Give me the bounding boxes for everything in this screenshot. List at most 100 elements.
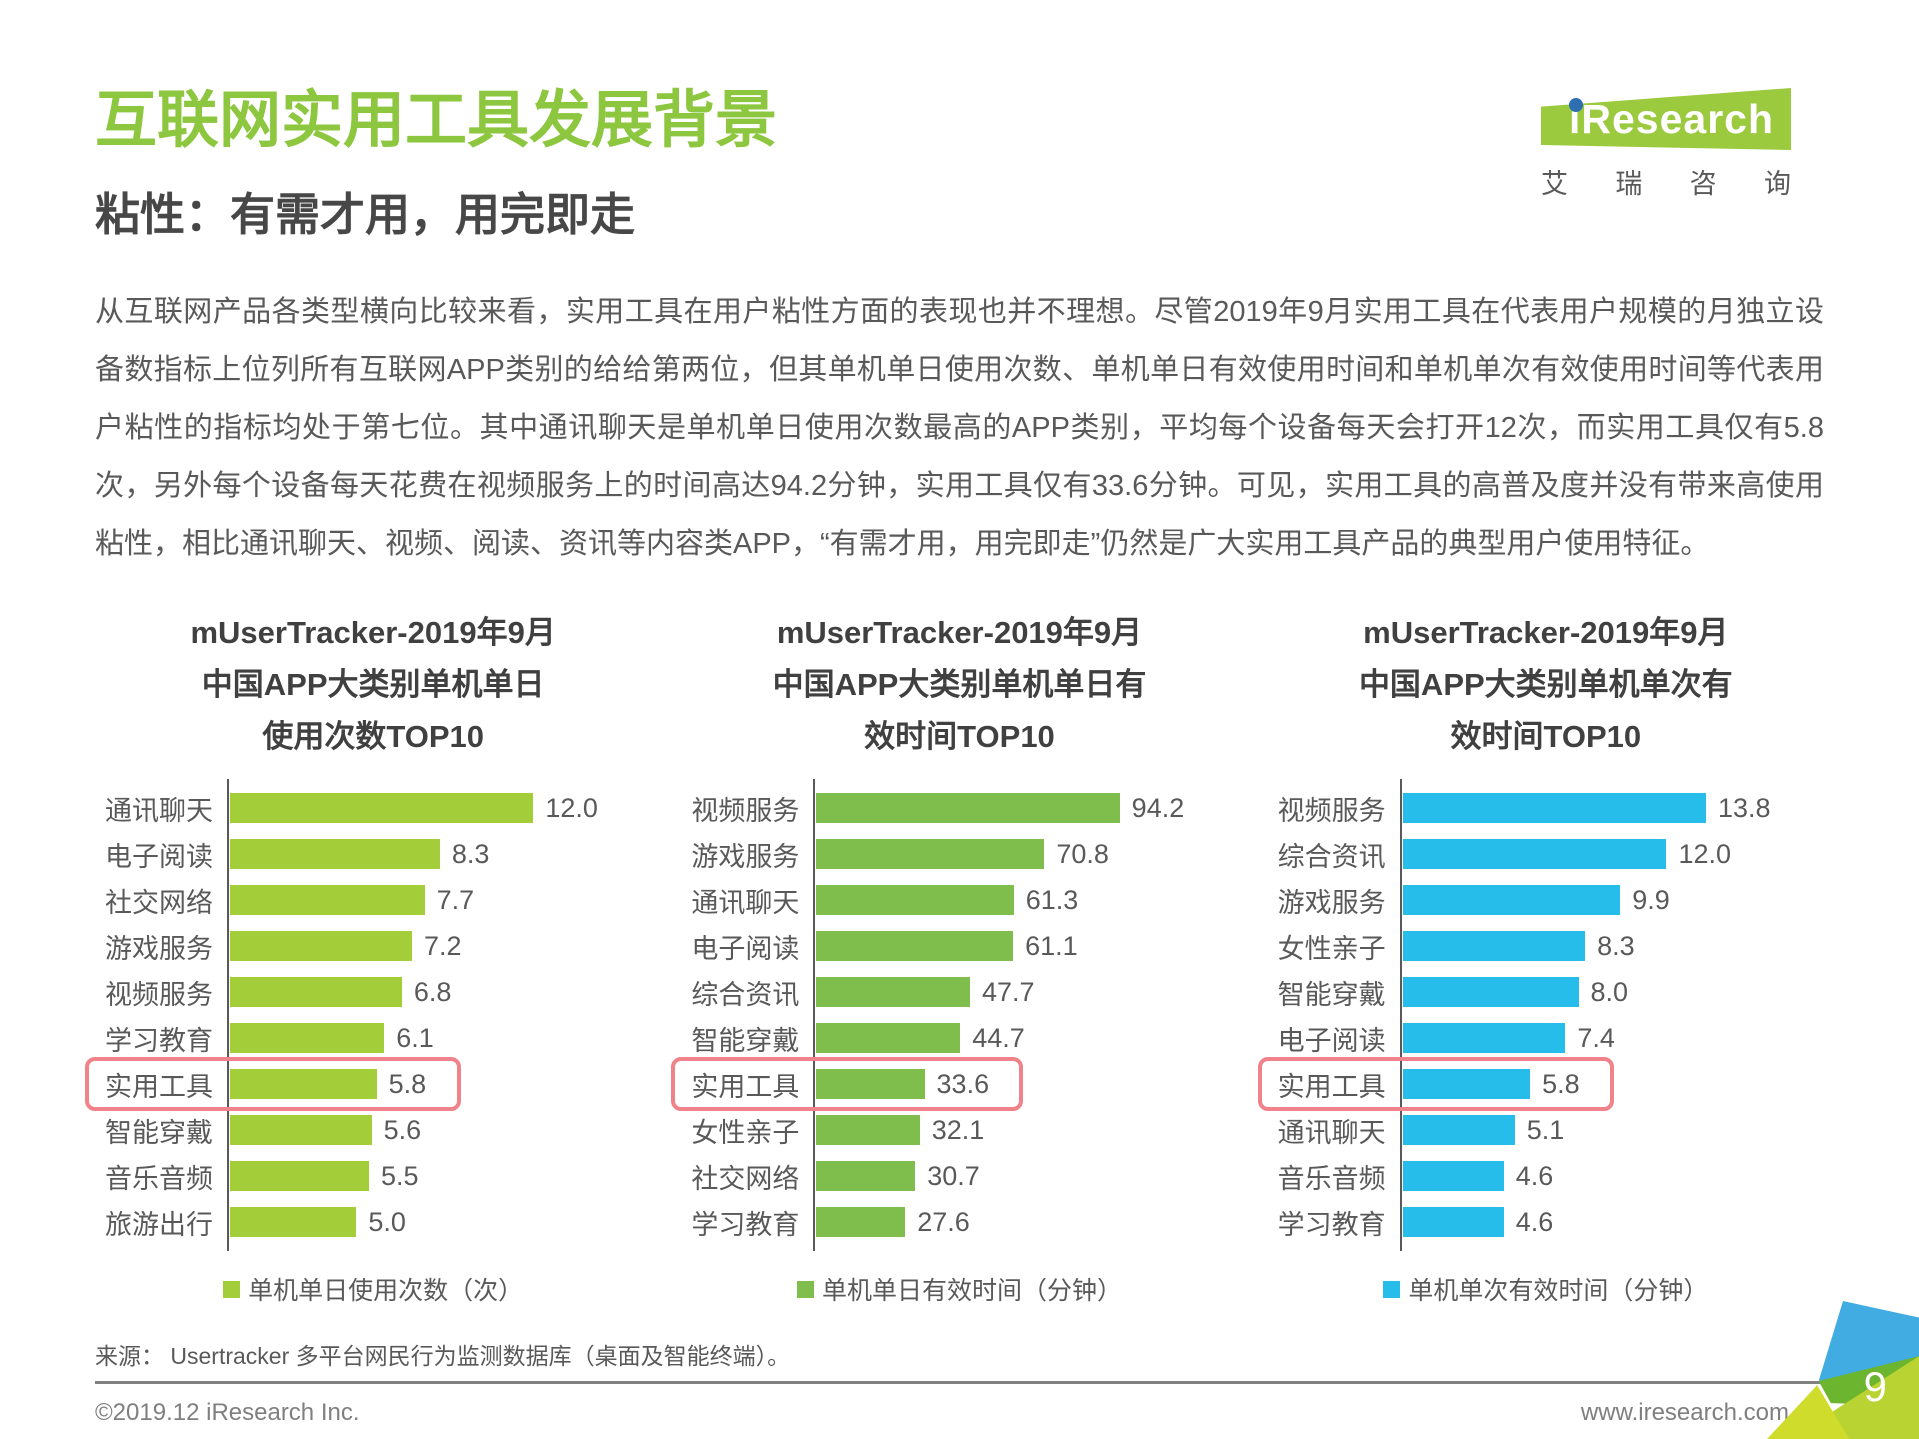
charts-row: mUserTracker-2019年9月 中国APP大类别单机单日 使用次数TOP1… [85,607,1824,1307]
bar-value: 94.2 [1131,792,1185,823]
bar [816,885,1014,916]
source-line: 来源： Usertracker 多平台网民行为监测数据库（桌面及智能终端）。 [95,1343,791,1370]
bar-row: 学习教育 6.1 [95,1015,651,1061]
bar-track: 61.3 [813,885,1237,916]
bar-category-label: 女性亲子 [691,1117,800,1148]
bar-row: 实用工具 5.8 [1257,1057,1824,1112]
bar-category-label: 学习教育 [105,1025,213,1056]
bar-value: 8.3 [1597,930,1635,961]
bar [1402,1115,1515,1146]
bar-track: 32.1 [813,1115,1237,1146]
page-subtitle: 粘性：有需才用，用完即走 [95,189,636,241]
bar-category-label: 通讯聊天 [1277,1117,1386,1148]
bar-category-label: 社交网络 [691,1163,800,1194]
bar-row: 音乐音频 4.6 [1268,1153,1824,1199]
bar-value: 12.0 [1678,838,1731,869]
bar-value: 30.7 [927,1160,980,1191]
bar-track: 12.0 [1400,839,1824,870]
bar-category-label: 实用工具 [691,1071,800,1102]
bar-row: 视频服务 94.2 [681,785,1237,831]
bar [816,793,1120,824]
bar-row: 综合资讯 47.7 [681,969,1237,1015]
bar-value: 7.7 [436,884,475,915]
bar [1402,931,1586,962]
bar-track: 70.8 [813,839,1237,870]
bar-row: 女性亲子 8.3 [1268,923,1824,969]
bar [230,839,440,870]
bar-track: 12.0 [227,793,651,824]
bar [230,1023,385,1054]
bar-track: 5.1 [1400,1115,1824,1146]
bar-row: 通讯聊天 5.1 [1268,1107,1824,1153]
body-paragraph: 从互联网产品各类型横向比较来看，实用工具在用户粘性方面的表现也并不理想。尽管20… [95,296,1824,561]
bar [230,1115,372,1146]
bar-track: 30.7 [813,1161,1237,1192]
logo-subtext: 艾 瑞 咨 询 [1541,169,1791,199]
bar-track: 8.0 [1400,977,1824,1008]
bar-category-label: 学习教育 [691,1209,800,1240]
bar-row: 女性亲子 32.1 [681,1107,1237,1153]
chart-rows: 通讯聊天 12.0 电子阅读 8.3 社交网络 7.7 游戏服务 7.2 视频服务 6.8 学习教育… [85,779,651,1252]
bar-track: 6.8 [227,977,651,1008]
chart-title-line: 中国APP大类别单机单日有 [772,667,1147,703]
bar-row: 电子阅读 8.3 [95,831,651,877]
bar-category-label: 电子阅读 [691,933,800,964]
legend-label: 单机单日使用次数（次） [248,1277,524,1306]
chart-legend: 单机单次有效时间（分钟） [1268,1271,1824,1307]
bar-track: 33.6 [813,1069,1237,1100]
bar-value: 32.1 [931,1114,985,1145]
bar-category-label: 游戏服务 [105,933,213,964]
bar-category-label: 视频服务 [1277,795,1386,826]
bar-track: 7.7 [227,885,651,916]
bar-category-label: 音乐音频 [105,1163,213,1194]
bar-value: 6.1 [396,1022,434,1053]
bar-row: 通讯聊天 61.3 [681,877,1237,923]
bar-value: 5.8 [388,1068,427,1099]
bar [1402,1069,1531,1100]
bar-value: 4.6 [1515,1206,1554,1237]
report-page: 互联网实用工具发展背景 粘性：有需才用，用完即走 从互联网产品各类型横向比较来看… [85,86,1824,1370]
bar [1402,1207,1504,1238]
bar-value: 47.7 [981,976,1035,1007]
chart-title: mUserTracker-2019年9月 中国APP大类别单机单日 使用次数TOP1… [95,607,651,763]
bar [816,931,1014,962]
chart-rows: 视频服务 13.8 综合资讯 12.0 游戏服务 9.9 女性亲子 8.3 智能穿戴 8.0 电子阅… [1257,779,1824,1252]
bar-category-label: 社交网络 [105,887,213,918]
bar-value: 13.8 [1718,792,1771,823]
bar-row: 通讯聊天 12.0 [95,785,651,831]
footer: ©2019.12 iResearch Inc. www.iresearch.co… [95,1399,1821,1427]
bar-track: 47.7 [813,977,1237,1008]
bar [816,1161,916,1192]
bar-category-label: 女性亲子 [1277,933,1386,964]
chart-title-line: 中国APP大类别单机单次有 [1358,667,1733,703]
bar-row: 电子阅读 61.1 [681,923,1237,969]
bar-value: 33.6 [936,1068,990,1099]
legend-label: 单机单日有效时间（分钟） [821,1277,1122,1306]
bar [816,1023,961,1054]
bar-value: 61.1 [1025,930,1078,961]
bar-value: 7.2 [424,930,462,961]
bar-category-label: 学习教育 [1277,1209,1386,1240]
bar-track: 5.5 [227,1161,651,1192]
logo-i-dot-icon [1569,98,1583,112]
bar-track: 94.2 [813,793,1237,824]
bar-track: 5.8 [1400,1069,1824,1100]
bar [1402,793,1706,824]
bar-value: 5.8 [1542,1068,1580,1099]
footer-divider [95,1381,1821,1384]
legend-swatch [1383,1280,1401,1298]
chart-legend: 单机单日使用次数（次） [95,1271,651,1307]
bar-category-label: 电子阅读 [1277,1025,1386,1056]
bar-track: 6.1 [227,1023,651,1054]
bar-category-label: 游戏服务 [691,841,800,872]
bar [230,793,534,824]
legend-swatch [223,1280,241,1298]
bar [816,839,1045,870]
bar-category-label: 视频服务 [691,795,800,826]
bar-category-label: 电子阅读 [105,841,213,872]
bar-track: 8.3 [1400,931,1824,962]
bar-track: 7.2 [227,931,651,962]
bar-row: 游戏服务 70.8 [681,831,1237,877]
bar [230,977,402,1008]
bar-track: 61.1 [813,931,1237,962]
